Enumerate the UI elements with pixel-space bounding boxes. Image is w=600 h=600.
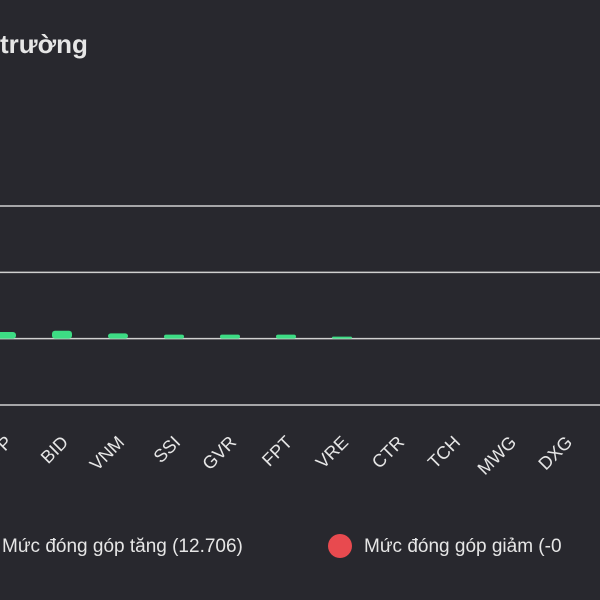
bar [164, 334, 184, 339]
bar [108, 333, 128, 339]
legend-label: Mức đóng góp tăng (12.706) [2, 536, 243, 557]
bar [220, 334, 240, 339]
bar [52, 330, 72, 339]
bar [276, 334, 296, 339]
chart-title: trường [0, 29, 88, 59]
legend-label: Mức đóng góp giảm (-0 [364, 536, 562, 557]
bar [0, 332, 16, 339]
bar [332, 336, 352, 339]
legend-marker [328, 534, 352, 558]
